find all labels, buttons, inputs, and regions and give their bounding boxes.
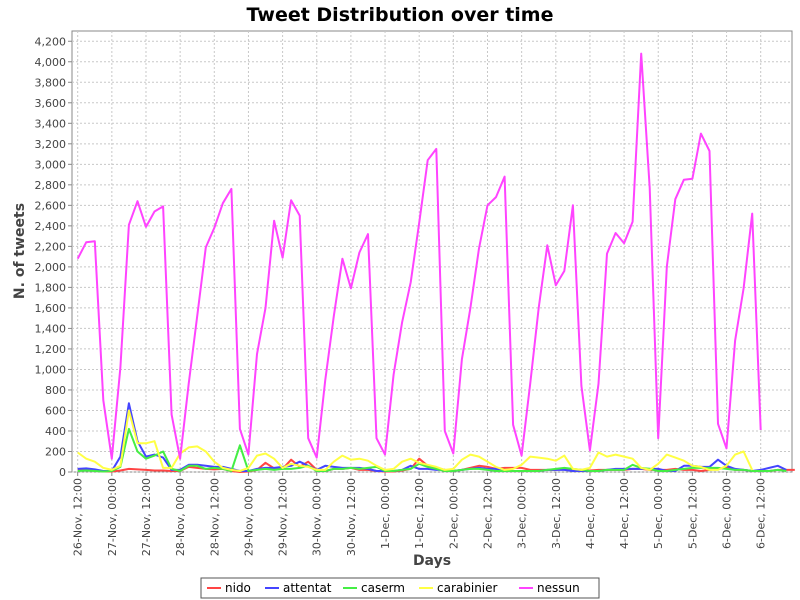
x-tick-label: 28-Nov, 12:00 <box>208 478 221 556</box>
y-tick-label: 2,200 <box>35 240 67 253</box>
x-tick-label: 30-Nov, 12:00 <box>345 478 358 556</box>
legend-item-carabinier: carabinier <box>419 581 498 595</box>
x-tick-label: 4-Dec, 00:00 <box>584 478 597 549</box>
chart-title: Tweet Distribution over time <box>247 4 554 26</box>
legend-label: caserm <box>361 581 405 595</box>
x-tick-label: 4-Dec, 12:00 <box>618 478 631 549</box>
x-tick-label: 6-Dec, 12:00 <box>755 478 768 549</box>
y-tick-label: 400 <box>45 425 66 438</box>
x-tick-label: 2-Dec, 12:00 <box>481 478 494 549</box>
x-tick-label: 3-Dec, 12:00 <box>550 478 563 549</box>
y-tick-label: 2,000 <box>35 261 67 274</box>
y-tick-label: 3,800 <box>35 76 67 89</box>
y-tick-label: 200 <box>45 445 66 458</box>
legend-label: nido <box>225 581 251 595</box>
y-tick-label: 800 <box>45 384 66 397</box>
y-tick-label: 1,000 <box>35 363 67 376</box>
legend: nido attentat caserm carabinier nessun <box>200 577 600 599</box>
x-tick-label: 1-Dec, 12:00 <box>413 478 426 549</box>
x-tick-label: 3-Dec, 00:00 <box>516 478 529 549</box>
legend-label: carabinier <box>437 581 498 595</box>
y-tick-label: 2,400 <box>35 220 67 233</box>
x-tick-label: 28-Nov, 00:00 <box>174 478 187 556</box>
y-tick-label: 1,200 <box>35 343 67 356</box>
x-tick-label: 27-Nov, 00:00 <box>106 478 119 556</box>
legend-item-attentat: attentat <box>265 581 332 595</box>
x-tick-label: 29-Nov, 12:00 <box>277 478 290 556</box>
y-tick-label: 1,400 <box>35 322 67 335</box>
legend-label: attentat <box>283 581 332 595</box>
y-tick-label: 3,400 <box>35 117 67 130</box>
x-tick-label: 29-Nov, 00:00 <box>242 478 255 556</box>
y-tick-label: 1,800 <box>35 281 67 294</box>
y-axis-label: N. of tweets <box>12 203 28 299</box>
y-tick-label: 2,800 <box>35 179 67 192</box>
y-tick-label: 4,000 <box>35 56 67 69</box>
y-tick-label: 0 <box>59 466 66 479</box>
y-tick-label: 3,000 <box>35 158 67 171</box>
legend-item-nessun: nessun <box>519 581 580 595</box>
x-tick-label: 6-Dec, 00:00 <box>721 478 734 549</box>
plot-area <box>71 30 793 473</box>
y-axis-ticks: 0 200 400 600 800 1,000 1,200 1,400 1,600 1,800 2,… <box>35 35 72 479</box>
x-tick-label: 26-Nov, 12:00 <box>72 478 85 556</box>
legend-item-nido: nido <box>207 581 251 595</box>
y-tick-label: 4,200 <box>35 35 67 48</box>
x-tick-label: 30-Nov, 00:00 <box>311 478 324 556</box>
x-tick-label: 5-Dec, 12:00 <box>686 478 699 549</box>
x-tick-label: 2-Dec, 00:00 <box>447 478 460 549</box>
series-lines <box>76 52 795 473</box>
legend-box <box>200 577 600 599</box>
x-tick-label: 5-Dec, 00:00 <box>652 478 665 549</box>
y-tick-label: 2,600 <box>35 199 67 212</box>
series-line-caserm <box>77 427 787 473</box>
y-tick-label: 1,600 <box>35 302 67 315</box>
x-tick-label: 27-Nov, 12:00 <box>140 478 153 556</box>
legend-item-caserm: caserm <box>343 581 405 595</box>
y-tick-label: 3,200 <box>35 138 67 151</box>
legend-label: nessun <box>537 581 580 595</box>
x-axis-label: Days <box>413 553 451 569</box>
series-line-carabinier <box>77 409 754 472</box>
y-tick-label: 600 <box>45 404 66 417</box>
y-tick-label: 3,600 <box>35 97 67 110</box>
x-tick-label: 1-Dec, 00:00 <box>379 478 392 549</box>
x-axis-ticks: 26-Nov, 12:00 27-Nov, 00:00 27-Nov, 12:00 2… <box>72 472 768 556</box>
series-line-nessun <box>76 52 762 460</box>
